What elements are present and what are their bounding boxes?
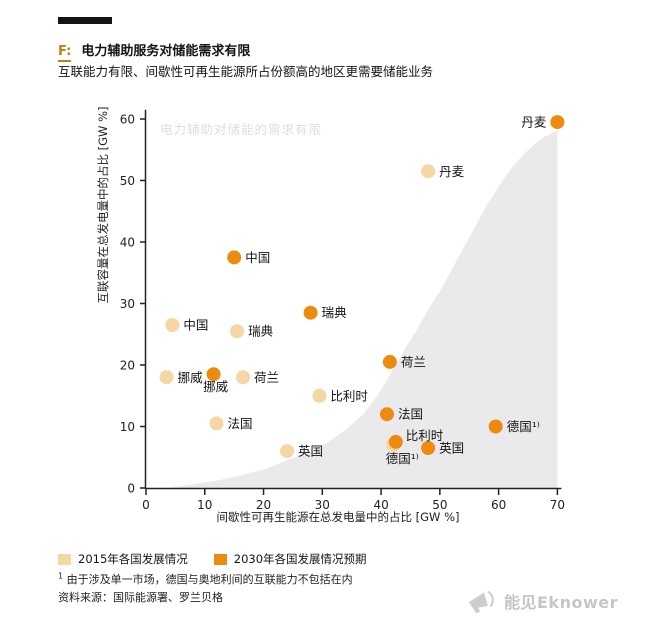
x-axis-title: 间歇性可再生能源在总发电量中的占比 [GW %]	[217, 510, 460, 524]
point-label: 中国	[183, 318, 208, 333]
figure-title-row: F: 电力辅助服务对储能需求有限	[58, 40, 251, 62]
x-tick-label: 0	[142, 498, 150, 512]
y-tick-label: 10	[120, 420, 135, 434]
top-rule	[58, 17, 112, 24]
data-point-2015	[165, 318, 180, 332]
data-point-2015	[159, 370, 174, 385]
point-label: 比利时	[330, 388, 368, 403]
y-tick-label: 20	[120, 359, 135, 373]
y-tick-label: 30	[120, 297, 135, 311]
point-label: 德国¹⁾	[386, 451, 419, 466]
x-tick-label: 70	[550, 498, 565, 512]
point-label: 比利时	[406, 428, 444, 443]
legend-label-2030: 2030年各国发展情况预期	[233, 552, 367, 566]
point-label: 英国	[298, 444, 323, 459]
data-point-2030	[550, 115, 565, 130]
data-point-2030	[388, 434, 403, 449]
data-point-2030	[421, 441, 436, 455]
point-label: 挪威	[178, 370, 204, 385]
point-label: 荷兰	[254, 370, 279, 385]
figure-subtitle: 互联能力有限、间歇性可再生能源所占份额高的地区更需要储能业务	[58, 64, 434, 79]
data-point-2015	[230, 324, 245, 339]
x-tick-label: 10	[197, 498, 212, 512]
point-label: 中国	[245, 250, 270, 265]
data-point-2015	[421, 164, 436, 179]
brand-name: 能见Eknower	[504, 592, 618, 612]
brand-logo: 能见Eknower	[466, 587, 618, 614]
data-point-2015	[209, 416, 224, 431]
data-point-2030	[382, 354, 397, 369]
point-label: 瑞典	[248, 324, 273, 339]
y-tick-label: 60	[120, 113, 135, 127]
data-point-2015	[280, 444, 294, 459]
watermark-text: 电力辅助对储能的需求有限	[160, 122, 322, 137]
point-label: 德国¹⁾	[507, 419, 540, 434]
legend-swatch-2030	[213, 553, 227, 565]
point-label: 丹麦	[439, 164, 465, 179]
data-point-2030	[227, 250, 242, 265]
point-label: 法国	[228, 416, 253, 431]
data-point-2030	[380, 407, 394, 422]
figure-label: F:	[58, 44, 72, 62]
data-point-2015	[236, 370, 250, 385]
demand-area-shade	[169, 130, 558, 488]
chart-legend: 2015年各国发展情况 2030年各国发展情况预期	[58, 551, 367, 567]
x-tick-label: 60	[491, 498, 506, 512]
point-label: 挪威	[203, 379, 229, 394]
x-tick-label: 40	[373, 498, 388, 512]
y-tick-label: 40	[120, 236, 135, 250]
footnote-mark: 1	[58, 571, 64, 581]
legend-item-2030: 2030年各国发展情况预期	[213, 551, 367, 567]
point-label: 法国	[398, 407, 423, 422]
point-label: 英国	[439, 441, 464, 456]
source-line: 资料来源：国际能源署、罗兰贝格	[58, 591, 223, 604]
x-tick-label: 30	[315, 498, 330, 512]
legend-label-2015: 2015年各国发展情况	[78, 552, 188, 566]
figure-title: 电力辅助服务对储能需求有限	[81, 44, 251, 59]
y-tick-label: 50	[120, 174, 135, 188]
data-point-2030	[488, 419, 503, 434]
point-label: 荷兰	[401, 354, 426, 369]
y-axis-title: 互联容量在总发电量中的占比 [GW %]	[96, 107, 110, 304]
legend-swatch-2015	[58, 553, 71, 565]
x-tick-label: 20	[256, 498, 271, 512]
point-label: 丹麦	[521, 115, 547, 130]
data-point-2015	[312, 388, 327, 403]
legend-item-2015: 2015年各国发展情况	[58, 551, 188, 567]
y-tick-label: 0	[127, 482, 135, 496]
point-label: 瑞典	[322, 305, 347, 320]
megaphone-icon	[469, 591, 494, 614]
x-tick-label: 50	[432, 498, 447, 512]
data-point-2030	[206, 367, 221, 382]
data-point-2030	[303, 305, 318, 320]
footnote-text: 由于涉及单一市场，德国与奥地利间的互联能力不包括在内	[63, 573, 353, 586]
footnote: 1 由于涉及单一市场，德国与奥地利间的互联能力不包括在内	[58, 571, 353, 587]
